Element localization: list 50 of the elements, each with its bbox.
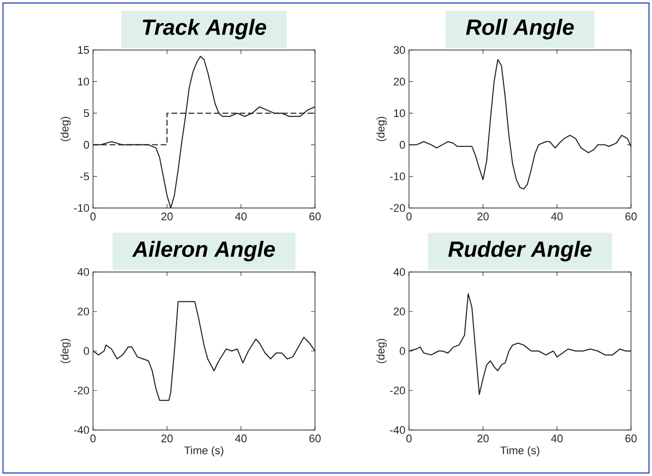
y-tick-label: 20 [394, 78, 406, 86]
y-tick-label: 0 [400, 347, 406, 355]
line-series [409, 293, 632, 395]
y-axis-title: (deg) [376, 116, 387, 142]
y-tick-label: 0 [84, 347, 90, 355]
x-tick-label: 60 [625, 212, 637, 220]
x-tick-label: 20 [477, 212, 489, 220]
y-tick-label: 20 [394, 308, 406, 316]
y-tick-label: -20 [390, 386, 406, 394]
y-tick-label: -5 [80, 172, 89, 180]
chart-title: Track Angle [142, 18, 266, 40]
y-tick-label: 10 [78, 78, 90, 86]
x-tick-label: 0 [406, 434, 412, 442]
y-tick-label: -40 [390, 426, 406, 434]
y-tick-label: -10 [390, 172, 406, 180]
y-tick-label: -10 [74, 204, 90, 212]
y-axis-title: (deg) [376, 338, 387, 364]
y-tick-label: 0 [400, 140, 406, 149]
y-axis-title: (deg) [60, 116, 71, 142]
x-tick-label: 40 [235, 212, 247, 220]
x-tick-label: 60 [309, 212, 321, 220]
y-tick-label: -40 [74, 426, 90, 434]
x-tick-label: 0 [90, 212, 96, 220]
x-tick-label: 40 [551, 212, 563, 220]
x-tick-label: 0 [406, 212, 412, 220]
x-tick-label: 40 [235, 434, 247, 442]
y-tick-label: 40 [77, 268, 90, 276]
x-axis-title: Time (s) [184, 446, 224, 456]
x-tick-label: 20 [477, 434, 489, 442]
y-tick-label: 40 [393, 268, 406, 276]
chart-title: Rudder Angle [448, 240, 592, 262]
y-axis-title: (deg) [60, 338, 71, 364]
y-tick-label: 20 [78, 308, 90, 316]
chart-title: Roll Angle [466, 18, 574, 40]
line-series [93, 301, 316, 401]
y-tick-label: 5 [84, 109, 89, 118]
chart-title: Aileron Angle [132, 240, 275, 262]
y-tick-label: 15 [78, 46, 89, 54]
y-tick-label: 0 [84, 140, 90, 149]
x-tick-label: 20 [161, 212, 173, 220]
y-tick-label: -20 [390, 204, 406, 212]
x-tick-label: 20 [161, 434, 173, 442]
x-tick-label: 40 [551, 434, 563, 442]
x-tick-label: 60 [625, 434, 637, 442]
y-tick-label: 30 [394, 46, 406, 54]
y-tick-label: 10 [394, 109, 406, 118]
x-tick-label: 60 [309, 434, 321, 442]
x-axis-title: Time (s) [500, 446, 540, 456]
x-tick-label: 0 [90, 434, 96, 442]
y-tick-label: -20 [74, 386, 90, 394]
